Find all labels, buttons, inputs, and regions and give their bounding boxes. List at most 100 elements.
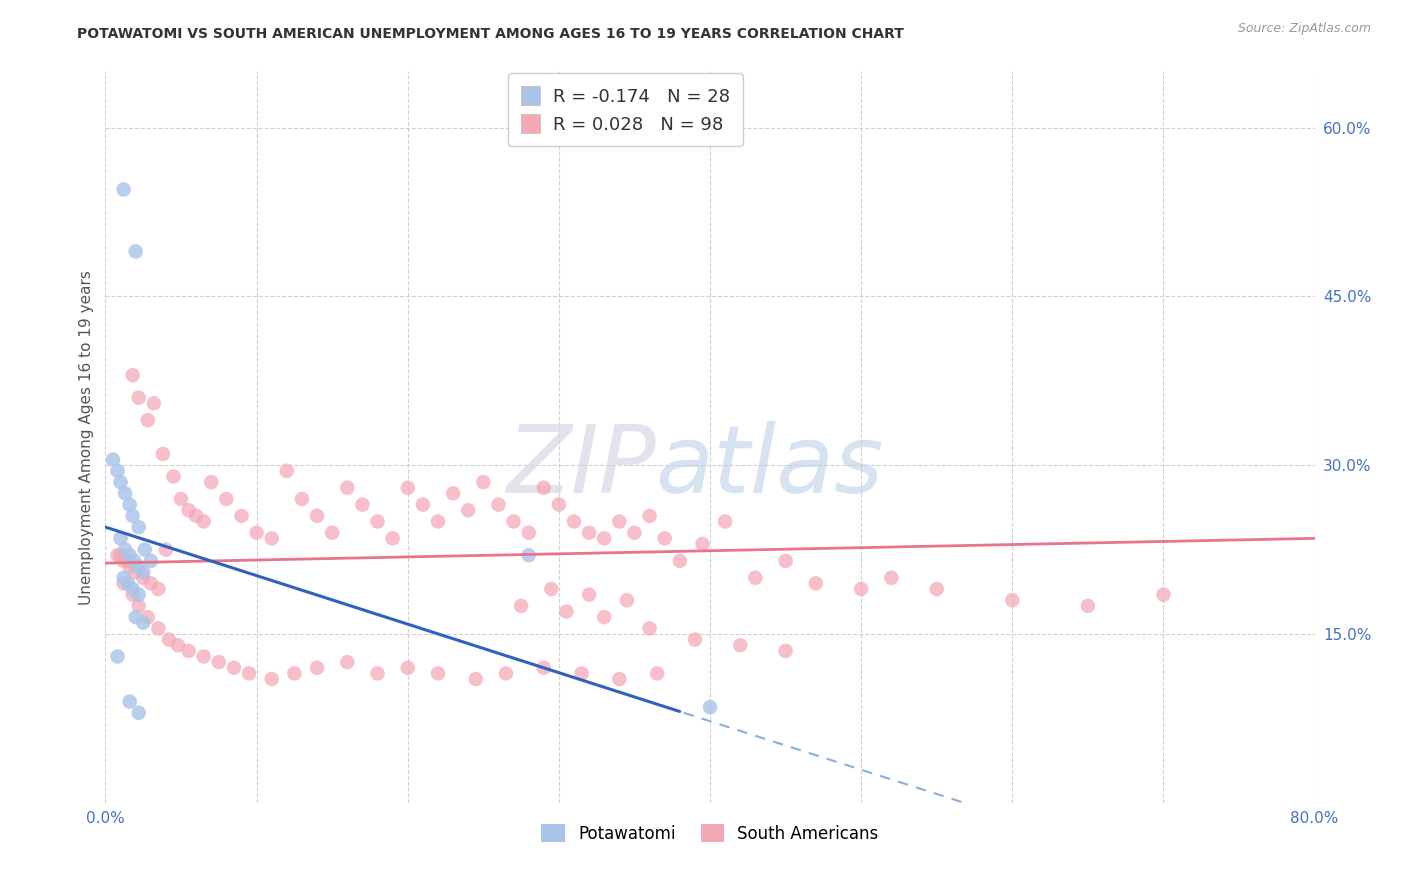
- Point: [107, 649, 129, 664]
- Point: [134, 542, 156, 557]
- Point: [1153, 588, 1175, 602]
- Point: [578, 588, 600, 602]
- Point: [533, 661, 555, 675]
- Point: [510, 599, 533, 613]
- Point: [645, 666, 668, 681]
- Point: [638, 508, 661, 523]
- Point: [699, 700, 721, 714]
- Point: [142, 396, 165, 410]
- Point: [427, 515, 450, 529]
- Point: [118, 548, 141, 562]
- Point: [540, 582, 562, 596]
- Point: [170, 491, 193, 506]
- Point: [112, 576, 135, 591]
- Point: [396, 481, 419, 495]
- Point: [121, 368, 143, 383]
- Point: [177, 644, 200, 658]
- Point: [283, 666, 305, 681]
- Point: [336, 655, 359, 669]
- Point: [381, 532, 404, 546]
- Point: [502, 515, 524, 529]
- Point: [533, 481, 555, 495]
- Point: [124, 244, 148, 259]
- Point: [128, 706, 150, 720]
- Point: [804, 576, 827, 591]
- Point: [623, 525, 645, 540]
- Point: [117, 576, 139, 591]
- Point: [200, 475, 222, 489]
- Point: [366, 666, 388, 681]
- Point: [114, 486, 136, 500]
- Point: [609, 672, 631, 686]
- Point: [744, 571, 766, 585]
- Point: [472, 475, 495, 489]
- Point: [208, 655, 231, 669]
- Point: [128, 520, 150, 534]
- Point: [162, 469, 184, 483]
- Point: [578, 525, 600, 540]
- Point: [548, 498, 571, 512]
- Point: [157, 632, 180, 647]
- Point: [112, 571, 135, 585]
- Point: [193, 649, 215, 664]
- Point: [186, 508, 208, 523]
- Point: [110, 548, 132, 562]
- Point: [495, 666, 517, 681]
- Text: POTAWATOMI VS SOUTH AMERICAN UNEMPLOYMENT AMONG AGES 16 TO 19 YEARS CORRELATION : POTAWATOMI VS SOUTH AMERICAN UNEMPLOYMEN…: [77, 27, 904, 41]
- Point: [132, 565, 155, 579]
- Point: [1077, 599, 1099, 613]
- Point: [148, 621, 170, 635]
- Point: [107, 548, 129, 562]
- Point: [683, 632, 706, 647]
- Point: [336, 481, 359, 495]
- Point: [128, 559, 150, 574]
- Point: [775, 644, 797, 658]
- Point: [396, 661, 419, 675]
- Point: [155, 542, 177, 557]
- Point: [112, 182, 135, 196]
- Point: [121, 508, 143, 523]
- Point: [366, 515, 388, 529]
- Point: [276, 464, 298, 478]
- Legend: Potawatomi, South Americans: Potawatomi, South Americans: [534, 818, 886, 849]
- Point: [849, 582, 872, 596]
- Point: [562, 515, 585, 529]
- Point: [457, 503, 479, 517]
- Point: [136, 610, 159, 624]
- Point: [124, 565, 148, 579]
- Point: [291, 491, 314, 506]
- Point: [654, 532, 676, 546]
- Point: [132, 571, 155, 585]
- Point: [177, 503, 200, 517]
- Point: [139, 576, 162, 591]
- Point: [412, 498, 434, 512]
- Point: [128, 588, 150, 602]
- Point: [117, 554, 139, 568]
- Point: [638, 621, 661, 635]
- Text: ZIP: ZIP: [506, 421, 655, 512]
- Point: [464, 672, 486, 686]
- Point: [114, 542, 136, 557]
- Point: [321, 525, 343, 540]
- Point: [246, 525, 269, 540]
- Point: [110, 475, 132, 489]
- Point: [148, 582, 170, 596]
- Point: [775, 554, 797, 568]
- Point: [136, 413, 159, 427]
- Point: [260, 532, 283, 546]
- Point: [122, 554, 145, 568]
- Point: [121, 582, 143, 596]
- Point: [152, 447, 174, 461]
- Point: [222, 661, 245, 675]
- Point: [118, 559, 141, 574]
- Point: [616, 593, 638, 607]
- Y-axis label: Unemployment Among Ages 16 to 19 years: Unemployment Among Ages 16 to 19 years: [79, 269, 94, 605]
- Point: [238, 666, 260, 681]
- Point: [441, 486, 464, 500]
- Point: [132, 615, 155, 630]
- Point: [669, 554, 692, 568]
- Point: [714, 515, 737, 529]
- Point: [593, 610, 616, 624]
- Point: [1001, 593, 1024, 607]
- Point: [112, 554, 135, 568]
